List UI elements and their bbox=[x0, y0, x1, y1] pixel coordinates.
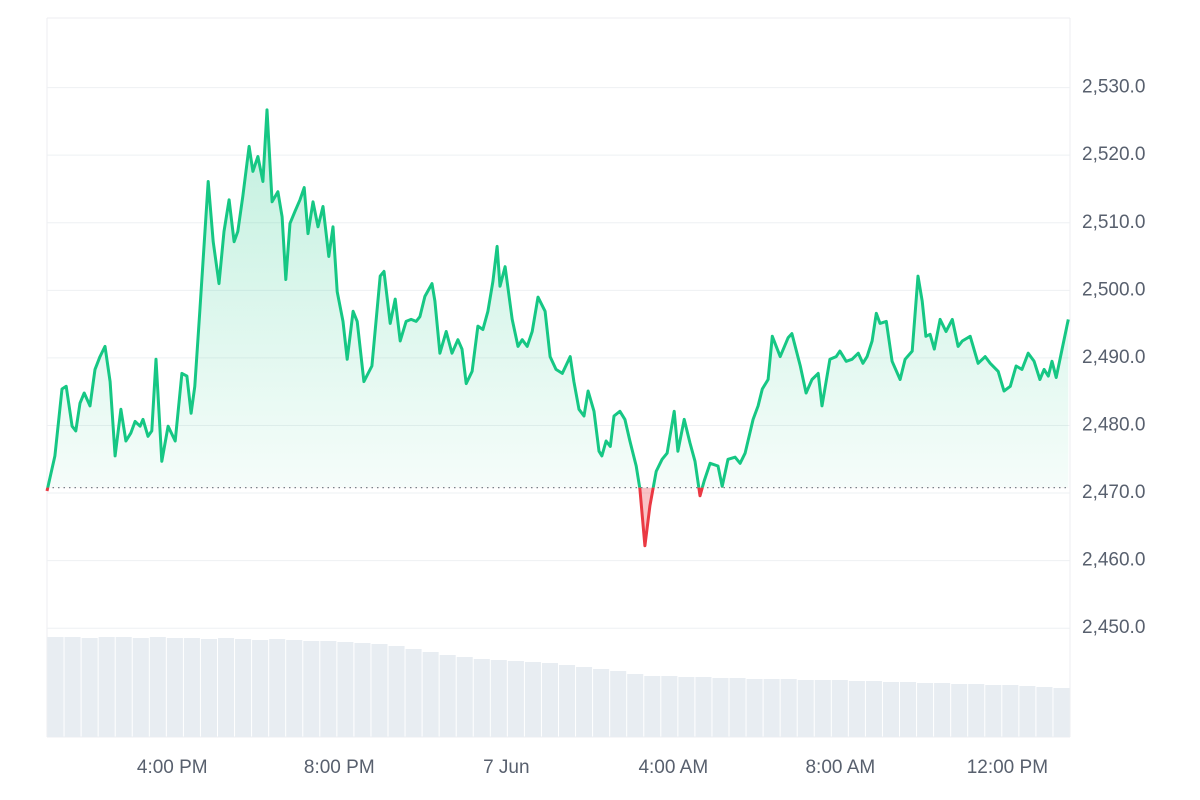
volume-bar bbox=[661, 676, 678, 737]
volume-bar bbox=[695, 677, 712, 737]
x-tick-label: 4:00 AM bbox=[638, 757, 708, 778]
volume-bar bbox=[729, 678, 746, 737]
volume-bar bbox=[81, 638, 98, 737]
volume-bar bbox=[797, 680, 814, 737]
volume-bar bbox=[303, 641, 320, 737]
volume-bar bbox=[848, 681, 865, 737]
volume-bar bbox=[200, 639, 217, 737]
volume-bar bbox=[405, 649, 422, 737]
volume-bar bbox=[763, 679, 780, 737]
volume-bar bbox=[388, 646, 405, 737]
volume-bar bbox=[593, 669, 610, 737]
volume-bar bbox=[524, 662, 541, 737]
volume-bar bbox=[473, 659, 490, 737]
x-tick-label: 8:00 AM bbox=[805, 757, 875, 778]
y-tick-label: 2,510.0 bbox=[1082, 212, 1145, 233]
volume-bar bbox=[115, 637, 132, 737]
volume-bar bbox=[644, 676, 661, 737]
volume-bar bbox=[1002, 685, 1019, 737]
volume-bar bbox=[320, 641, 337, 737]
volume-bar bbox=[712, 678, 729, 737]
volume-bar bbox=[576, 667, 593, 737]
volume-bar bbox=[98, 637, 115, 737]
y-tick-label: 2,500.0 bbox=[1082, 279, 1145, 300]
volume-bar bbox=[917, 683, 934, 737]
volume-bar bbox=[286, 640, 303, 737]
volume-bar bbox=[746, 679, 763, 737]
volume-bar bbox=[252, 640, 269, 737]
volume-bar bbox=[269, 639, 286, 737]
x-tick-label: 8:00 PM bbox=[304, 757, 375, 778]
y-tick-label: 2,450.0 bbox=[1082, 617, 1145, 638]
volume-bar bbox=[900, 682, 917, 737]
x-tick-label: 4:00 PM bbox=[137, 757, 208, 778]
y-tick-label: 2,520.0 bbox=[1082, 144, 1145, 165]
volume-bar bbox=[1053, 688, 1070, 737]
volume-bar bbox=[865, 681, 882, 737]
volume-bar bbox=[507, 661, 524, 737]
volume-bar bbox=[1036, 687, 1053, 737]
volume-bar bbox=[968, 684, 985, 737]
x-tick-label: 12:00 PM bbox=[967, 757, 1048, 778]
volume-bar bbox=[985, 685, 1002, 737]
volume-bar bbox=[456, 657, 473, 737]
volume-bar bbox=[371, 644, 388, 737]
volume-bar bbox=[882, 682, 899, 737]
volume-bar bbox=[218, 638, 235, 737]
volume-bar bbox=[354, 643, 371, 737]
volume-bar bbox=[951, 684, 968, 737]
volume-bar bbox=[132, 638, 149, 737]
volume-bar bbox=[337, 642, 354, 737]
y-tick-label: 2,480.0 bbox=[1082, 414, 1145, 435]
x-tick-label: 7 Jun bbox=[483, 757, 529, 778]
volume-bar bbox=[183, 638, 200, 737]
volume-bar bbox=[934, 683, 951, 737]
volume-bar bbox=[610, 671, 627, 737]
volume-bar bbox=[490, 660, 507, 737]
volume-bar bbox=[439, 655, 456, 737]
volume-bar bbox=[559, 665, 576, 737]
y-tick-label: 2,470.0 bbox=[1082, 482, 1145, 503]
volume-bar bbox=[149, 637, 166, 737]
volume-bar bbox=[422, 652, 439, 737]
area-positive bbox=[47, 109, 1069, 488]
volume-bar bbox=[831, 680, 848, 737]
volume-bar bbox=[1019, 686, 1036, 737]
volume-bar bbox=[678, 677, 695, 737]
volume-bar bbox=[64, 637, 81, 737]
volume-bar bbox=[627, 674, 644, 737]
y-tick-label: 2,490.0 bbox=[1082, 347, 1145, 368]
volume-bar bbox=[780, 679, 797, 737]
y-tick-label: 2,530.0 bbox=[1082, 77, 1145, 98]
volume-bar bbox=[166, 638, 183, 737]
volume-bar bbox=[541, 663, 558, 737]
volume-bar bbox=[47, 637, 64, 737]
price-line bbox=[46, 108, 1070, 488]
volume-bar bbox=[814, 680, 831, 737]
volume-bar bbox=[235, 639, 252, 737]
y-tick-label: 2,460.0 bbox=[1082, 550, 1145, 571]
